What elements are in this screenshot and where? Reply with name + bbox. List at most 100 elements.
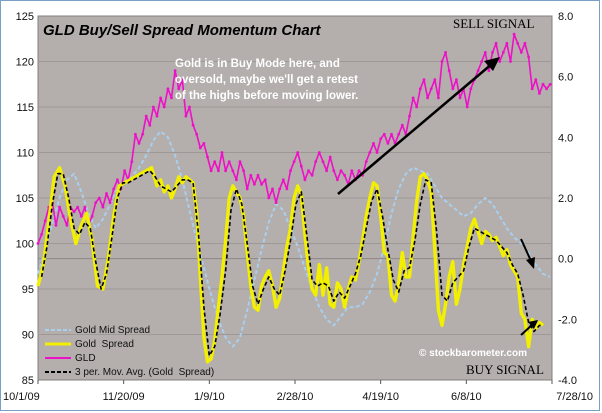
annotation-text: Gold is in Buy Mode here, and oversold, m… [175,58,358,102]
gld-point [476,69,480,72]
gld-point [235,178,238,182]
gld-point [267,196,271,200]
gld-point [173,69,177,72]
y-right-tick-label: 8.0 [558,11,573,23]
gld-point [350,169,354,173]
x-tick-label: 4/19/10 [362,391,399,403]
y-left-tick-label: 85 [22,375,34,387]
gld-point [260,182,263,186]
gld-point [285,187,289,191]
gld-point [76,205,80,209]
gld-point [72,210,76,214]
gld-point [512,32,516,36]
gld-point [184,114,188,118]
trend-arrow-shaft [337,62,494,195]
gld-point [40,233,43,236]
gld-point [292,160,296,164]
watermark: © stockbarometer.com [419,348,527,359]
gld-point [494,41,498,45]
gld-point [368,151,372,154]
gld-point [400,123,404,127]
series-layer [36,32,552,364]
gld-point [278,187,282,191]
gld-point [516,41,520,45]
x-tick-label: 7/28/10 [556,391,593,403]
x-tick-label: 2/28/10 [277,391,314,403]
gld-point [444,51,447,54]
gld-point [375,151,379,154]
gld-point [274,201,278,205]
axis-ticks: 85 90 95 100 105 110 115 120 125 -4.0 -2.0 0.0 2.0 4.… [3,11,593,403]
gld-point [198,146,202,150]
sell-signal-label: SELL SIGNAL [453,16,535,31]
gld-point [429,87,433,91]
gld-point [36,242,40,245]
gld-point [170,96,173,100]
gld-point [79,214,83,218]
gld-point [530,87,534,91]
gld-point [336,178,339,182]
gld-point [256,173,260,177]
gld-point [245,187,249,191]
gld-point [418,87,422,91]
gld-point [299,164,303,168]
gld-point [408,114,411,118]
gld-point [433,78,437,82]
y-left-tick-label: 105 [16,193,34,205]
legend-label-spread: Gold Spread [75,339,134,350]
down-arrow-head [526,257,535,269]
annotation-line: of the highs before moving lower. [175,90,358,102]
gld-point [58,205,61,209]
y-right-tick-label: 2.0 [558,193,573,205]
gld-point [281,178,285,182]
gld-point [372,142,375,145]
gld-point [162,105,166,109]
gld-point [465,105,469,109]
y-left-tick-label: 110 [16,148,34,160]
gld-point [152,105,155,109]
gld-point [307,169,310,173]
annotation-line: oversold, maybe we'll get a retest [175,74,358,86]
gld-point [148,123,152,127]
gld-point [224,169,228,173]
gld-point [289,169,292,173]
x-tick-label: 10/1/09 [3,391,40,403]
gld-point [94,201,98,205]
gld-point [209,169,213,173]
gld-point [108,201,112,205]
y-left-tick-label: 90 [22,330,34,342]
gld-point [188,105,191,109]
gld-point [509,60,512,63]
series-gold-mid-spread [37,130,551,348]
y-left-tick-label: 100 [16,239,34,251]
gld-point [105,192,108,195]
gld-point [65,223,69,227]
gld-point [137,142,141,145]
legend-label-mid-spread: Gold Mid Spread [75,325,150,336]
gld-point [397,132,401,136]
gld-point [325,169,328,173]
gld-point [303,178,307,182]
gld-point [271,187,274,191]
gld-point [440,60,444,63]
gld-point [141,132,145,136]
gld-point [523,41,527,45]
gld-point [501,51,505,54]
gld-point [455,78,458,82]
gld-point [213,160,217,164]
y-left-tick-label: 125 [16,11,34,23]
gld-point [134,132,137,136]
gld-point [83,205,87,209]
gld-point [545,87,548,91]
gld-point [90,214,94,218]
gld-point [54,223,58,227]
gld-point [480,60,484,63]
gld-point [112,187,116,191]
gld-point [548,82,552,86]
gld-point [314,160,318,164]
gld-point [386,142,390,145]
chart-title: GLD Buy/Sell Spread Momentum Chart [43,22,322,39]
gld-point [469,87,473,91]
